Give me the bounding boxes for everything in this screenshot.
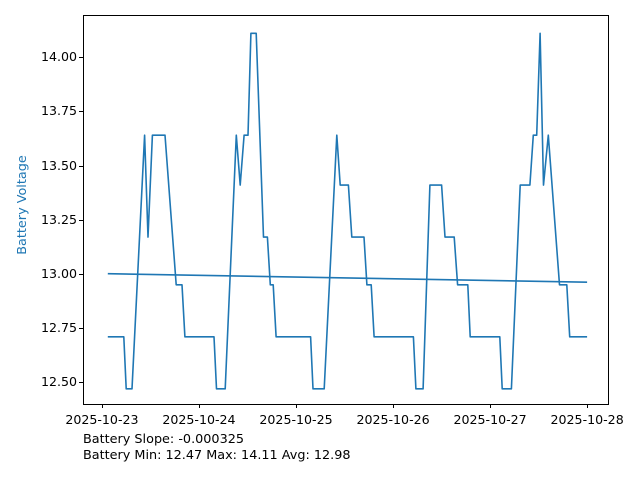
x-tick-label: 2025-10-24 [162, 412, 236, 427]
y-tick-mark [79, 111, 83, 113]
y-tick-label: 13.50 [40, 157, 77, 173]
x-tick-mark [587, 404, 589, 408]
x-tick-label: 2025-10-23 [65, 412, 139, 427]
x-tick-label: 2025-10-26 [356, 412, 430, 427]
y-axis-label: Battery Voltage [15, 155, 30, 255]
y-tick-label: 13.25 [40, 211, 77, 227]
y-tick-label: 12.75 [40, 320, 77, 336]
line-plot-canvas [107, 32, 588, 390]
y-tick-mark [79, 382, 83, 384]
x-tick-label: 2025-10-25 [259, 412, 333, 427]
annotation-slope: Battery Slope: -0.000325 [83, 432, 244, 447]
y-tick-label: 13.75 [40, 103, 77, 119]
x-tick-label: 2025-10-28 [550, 412, 624, 427]
x-tick-label: 2025-10-27 [453, 412, 527, 427]
y-tick-mark [79, 219, 83, 221]
battery-voltage-line [107, 32, 588, 390]
x-tick-mark [198, 404, 200, 408]
annotation-stats: Battery Min: 12.47 Max: 14.11 Avg: 12.98 [83, 448, 351, 463]
y-tick-mark [79, 57, 83, 59]
x-tick-mark [101, 404, 103, 408]
x-tick-mark [296, 404, 298, 408]
x-tick-mark [490, 404, 492, 408]
y-tick-mark [79, 273, 83, 275]
y-tick-label: 12.50 [40, 374, 77, 390]
y-tick-label: 13.00 [40, 265, 77, 281]
y-tick-label: 14.00 [40, 49, 77, 65]
y-tick-mark [79, 165, 83, 167]
trend-line [107, 272, 588, 283]
x-tick-mark [393, 404, 395, 408]
y-tick-mark [79, 328, 83, 330]
plot-area [83, 15, 609, 405]
